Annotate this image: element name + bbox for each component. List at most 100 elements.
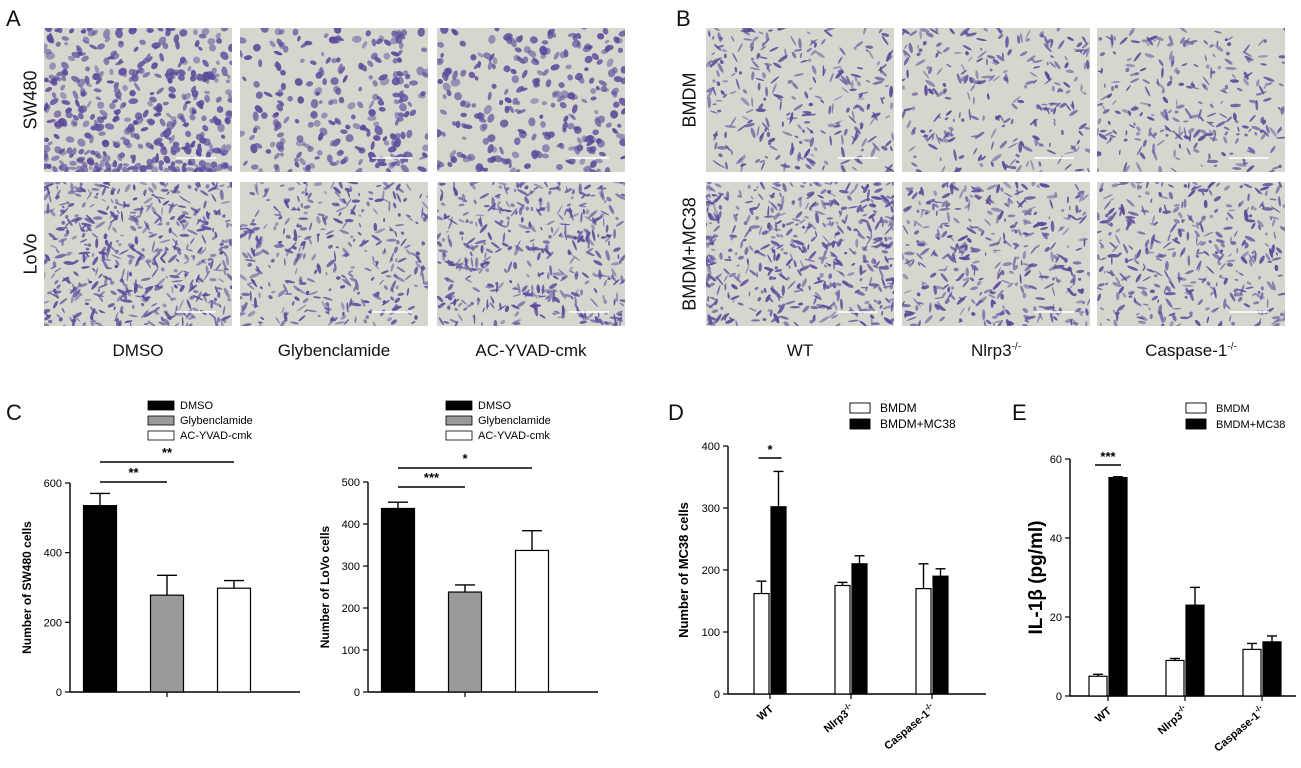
stained-cell	[865, 80, 871, 83]
stained-cell	[920, 129, 926, 134]
row-label-bmdm-mc38: BMDM+MC38	[679, 197, 700, 311]
stained-cell	[1173, 218, 1180, 224]
stained-cell	[198, 46, 203, 51]
stained-cell	[1165, 285, 1171, 292]
stained-cell	[530, 206, 534, 212]
stained-cell	[1167, 233, 1171, 242]
stained-cell	[596, 139, 605, 148]
stained-cell	[1278, 83, 1284, 87]
stained-cell	[517, 282, 521, 295]
stained-cell	[153, 112, 162, 117]
stained-cell	[890, 205, 894, 213]
stained-cell	[71, 75, 80, 83]
stained-cell	[916, 242, 926, 247]
stained-cell	[213, 209, 219, 216]
stained-cell	[214, 231, 218, 238]
stained-cell	[517, 189, 528, 196]
stained-cell	[1046, 149, 1056, 155]
stained-cell	[1110, 211, 1117, 221]
stained-cell	[829, 220, 832, 227]
stained-cell	[295, 140, 306, 147]
stained-cell	[890, 213, 894, 221]
stained-cell	[859, 121, 863, 126]
stained-cell	[107, 56, 115, 60]
stained-cell	[61, 220, 65, 225]
stained-cell	[536, 295, 543, 297]
stained-cell	[78, 52, 86, 57]
stained-cell	[1149, 241, 1154, 250]
stained-cell	[1016, 200, 1023, 208]
micrograph-background	[706, 28, 894, 172]
stained-cell	[906, 316, 917, 321]
stained-cell	[1022, 292, 1027, 299]
stained-cell	[1206, 316, 1210, 324]
stained-cell	[1158, 191, 1163, 197]
stained-cell	[1168, 35, 1173, 44]
stained-cell	[1098, 37, 1103, 41]
stained-cell	[255, 268, 263, 275]
stained-cell	[1130, 78, 1140, 83]
stained-cell	[303, 182, 307, 184]
stained-cell	[1050, 39, 1054, 49]
stained-cell	[143, 189, 147, 197]
stained-cell	[619, 299, 625, 303]
stained-cell	[276, 132, 285, 138]
stained-cell	[959, 188, 965, 199]
stained-cell	[165, 28, 171, 37]
stained-cell	[208, 300, 212, 304]
stained-cell	[367, 60, 374, 67]
stained-cell	[272, 119, 280, 128]
y-tick-label: 400	[44, 548, 62, 560]
stained-cell	[605, 249, 610, 261]
stained-cell	[1166, 80, 1173, 87]
stained-cell	[1175, 99, 1178, 107]
stained-cell	[485, 248, 494, 254]
stained-cell	[120, 299, 133, 303]
stained-cell	[775, 183, 782, 187]
stained-cell	[213, 116, 219, 122]
stained-cell	[561, 275, 568, 280]
stained-cell	[996, 54, 1005, 62]
stained-cell	[177, 249, 182, 255]
stained-cell	[799, 140, 803, 144]
stained-cell	[903, 206, 911, 212]
stained-cell	[122, 268, 125, 278]
stained-cell	[330, 318, 336, 322]
stained-cell	[770, 235, 776, 239]
stained-cell	[89, 44, 98, 50]
stained-cell	[610, 110, 619, 119]
legend-label: BMDM+MC38	[1216, 419, 1285, 431]
stained-cell	[101, 187, 106, 196]
stained-cell	[907, 190, 914, 196]
stained-cell	[115, 317, 120, 326]
x-tick-label: Caspase-1-/-	[880, 701, 938, 753]
stained-cell	[207, 257, 213, 261]
stained-cell	[1119, 209, 1122, 217]
stained-cell	[1101, 104, 1106, 112]
stained-cell	[1241, 125, 1249, 129]
legend-swatch	[1185, 418, 1207, 430]
stained-cell	[209, 299, 217, 304]
stained-cell	[1081, 194, 1089, 201]
stained-cell	[849, 88, 857, 92]
stained-cell	[918, 200, 921, 206]
stained-cell	[406, 287, 410, 296]
stained-cell	[1262, 119, 1267, 125]
stained-cell	[1067, 287, 1075, 297]
bar	[932, 575, 949, 695]
stained-cell	[298, 217, 309, 220]
stained-cell	[296, 224, 303, 228]
stained-cell	[189, 75, 197, 82]
stained-cell	[489, 302, 495, 309]
stained-cell	[799, 52, 803, 59]
stained-cell	[297, 35, 301, 42]
stained-cell	[174, 159, 184, 164]
stained-cell	[509, 279, 513, 284]
stained-cell	[1168, 312, 1176, 317]
stained-cell	[183, 270, 190, 274]
stained-cell	[72, 121, 78, 126]
stained-cell	[1139, 152, 1146, 160]
stained-cell	[545, 79, 552, 88]
stained-cell	[781, 285, 785, 296]
stained-cell	[1223, 226, 1233, 230]
